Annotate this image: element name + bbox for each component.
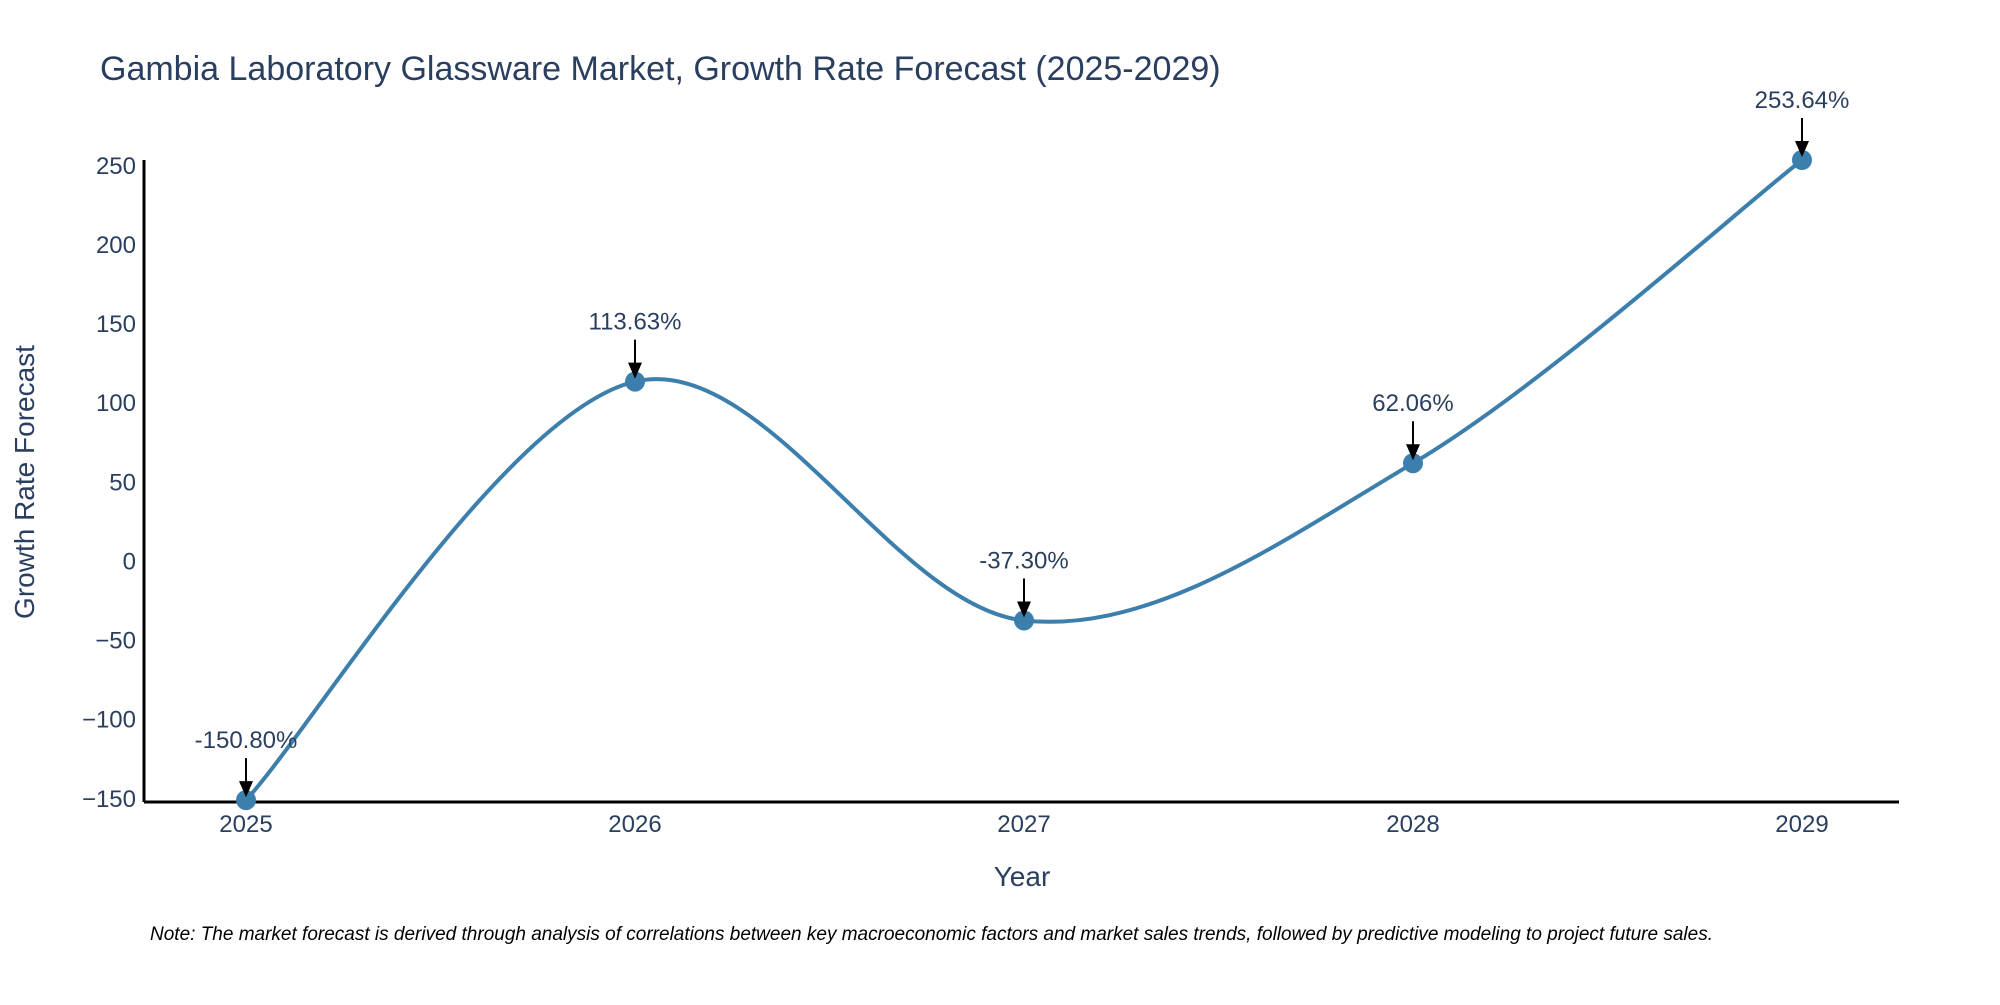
x-axis-title: Year xyxy=(994,861,1051,892)
chart-title: Gambia Laboratory Glassware Market, Grow… xyxy=(100,50,1221,88)
data-label: -150.80% xyxy=(195,727,298,754)
y-tick-label: 150 xyxy=(96,311,136,338)
y-tick-label: 250 xyxy=(96,153,136,180)
y-tick-label: 200 xyxy=(96,232,136,259)
footnote: Note: The market forecast is derived thr… xyxy=(150,924,1713,945)
data-point xyxy=(625,371,645,392)
y-tick-label: 100 xyxy=(96,390,136,417)
data-annotations: -150.80% 113.63% -37.30% 62.06% 253.64% xyxy=(195,87,1850,798)
x-tick-label: 2028 xyxy=(1386,811,1439,838)
y-tick-label: −100 xyxy=(82,707,136,734)
data-label: 62.06% xyxy=(1372,390,1453,417)
y-tick-label: 50 xyxy=(109,469,136,496)
data-label: 113.63% xyxy=(589,309,682,336)
y-tick-label: −150 xyxy=(82,786,136,813)
y-tick-label: 0 xyxy=(123,548,136,575)
x-axis-ticks: 2025 2026 2027 2028 2029 xyxy=(219,811,1828,838)
x-tick-label: 2027 xyxy=(997,811,1050,838)
annotation-arrow-head xyxy=(1406,444,1420,461)
x-tick-label: 2029 xyxy=(1775,811,1828,838)
annotation-arrow-head xyxy=(239,781,253,798)
series-line xyxy=(244,158,1804,802)
annotation-arrow-head xyxy=(628,362,642,379)
annotation-arrow-head xyxy=(1017,601,1031,618)
y-axis-ticks: 250 200 150 100 50 0 −50 −100 −150 xyxy=(82,153,136,813)
y-axis-title: Growth Rate Forecast xyxy=(9,345,40,619)
data-point xyxy=(236,790,256,811)
annotation-arrow-head xyxy=(1795,141,1809,157)
data-label: -37.30% xyxy=(979,547,1068,574)
data-point xyxy=(1403,453,1423,474)
x-tick-label: 2025 xyxy=(219,811,272,838)
data-point xyxy=(1014,610,1034,631)
y-tick-label: −50 xyxy=(95,628,136,655)
data-label: 253.64% xyxy=(1755,87,1850,114)
data-point xyxy=(1792,150,1812,170)
x-tick-label: 2026 xyxy=(608,811,661,838)
data-markers xyxy=(236,150,1812,811)
